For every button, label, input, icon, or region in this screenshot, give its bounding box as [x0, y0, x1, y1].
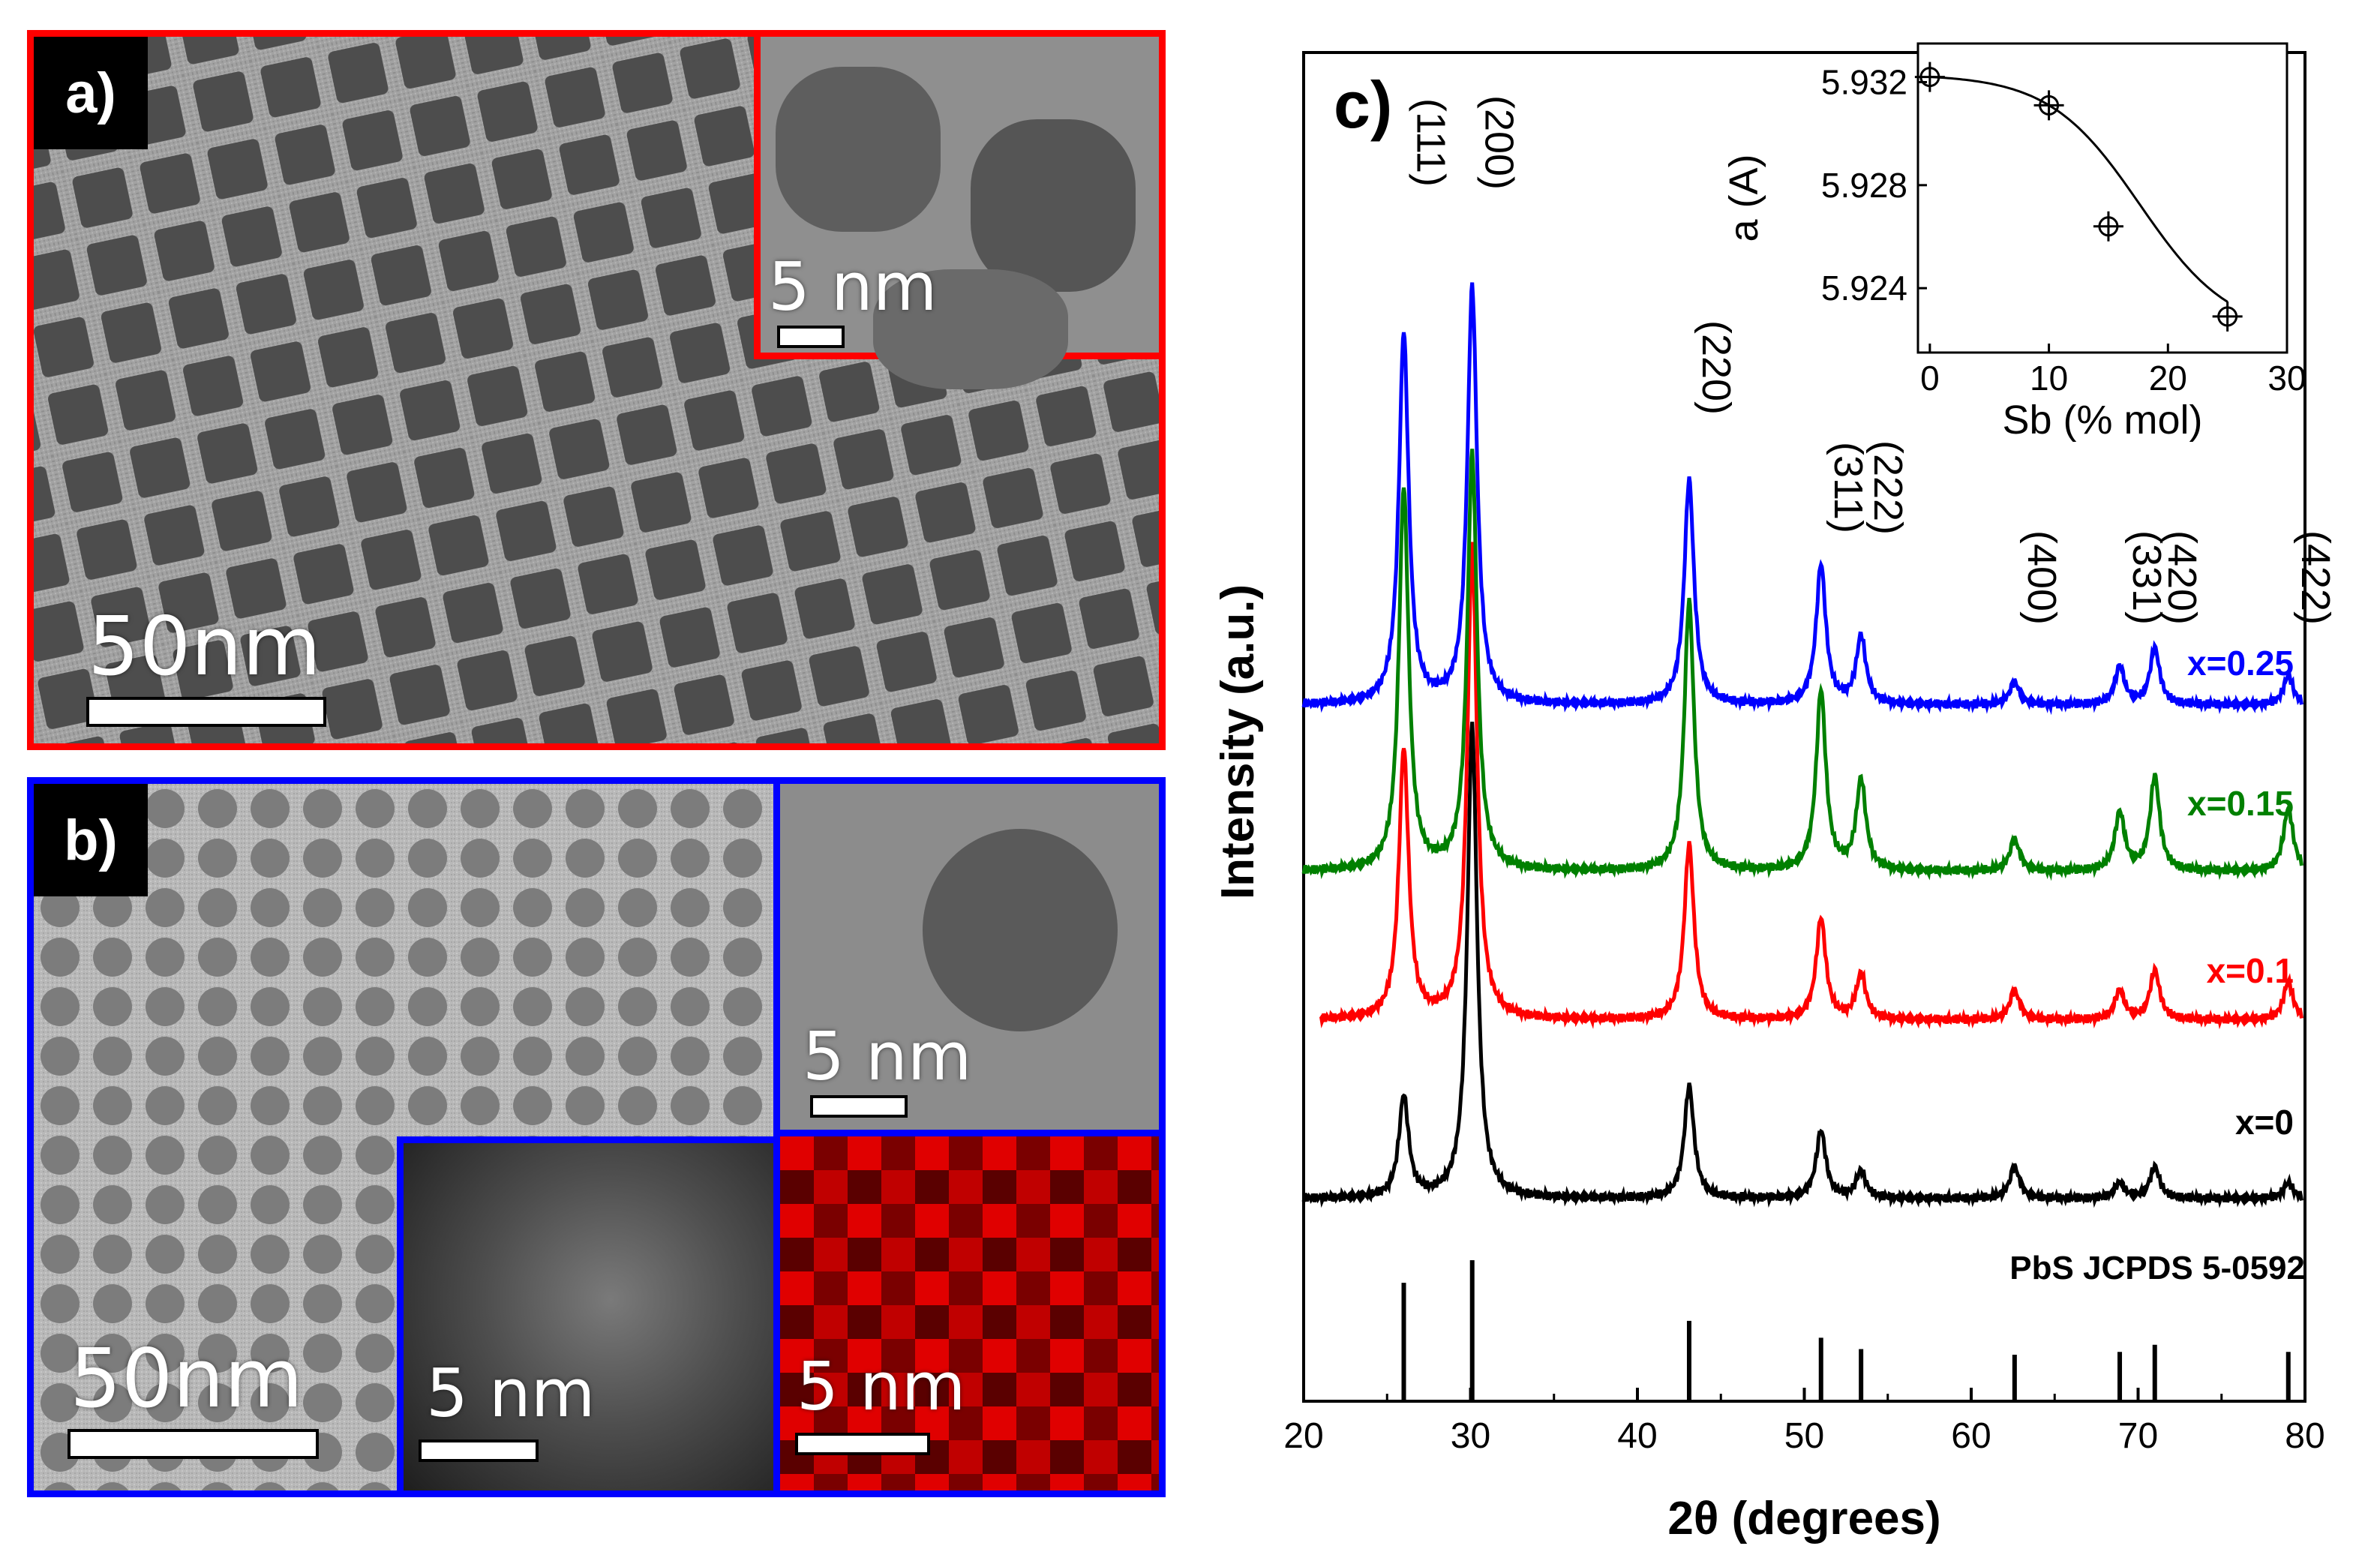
hkl-label: (311) — [1826, 442, 1871, 533]
inset-y-tick-label: 5.924 — [1821, 269, 1907, 308]
x-tick-label: 20 — [1283, 1416, 1323, 1456]
hrtem-scale-label: 5 nm — [803, 1018, 972, 1095]
hkl-label: (400) — [2019, 530, 2064, 625]
panel-c-xrd-chart: 20 30 40 50 60 70 80 2θ (degrees) Intensity (a.u… — [1212, 42, 2338, 1544]
xrd-series: x=0 x=0.1 x=0.15 x=0.25 — [1301, 282, 2303, 1208]
hkl-label: (331) — [2124, 530, 2169, 625]
hkl-label: (220) — [1694, 320, 1739, 415]
xrd-series-x-0-25 — [1301, 282, 2303, 716]
inset-scale-bar — [777, 326, 845, 348]
panel-a-scale-label: 50nm — [88, 600, 322, 694]
xrd-series-x-0-15 — [1301, 449, 2303, 881]
inset-y-tick-label: 5.932 — [1821, 63, 1907, 102]
xrd-axes: 20 30 40 50 60 70 80 2θ (degrees) Intensity (a.u… — [1212, 51, 2325, 1544]
haadf-scale-label: 5 nm — [426, 1355, 596, 1432]
panel-b-map-inset: 5 nm — [773, 1136, 1159, 1490]
inset-particle — [873, 269, 1068, 389]
inset-y-axis-label: a (A) — [1721, 154, 1766, 242]
reference-label: PbS JCPDS 5-0592 — [2009, 1250, 2305, 1286]
panel-c-label: c) — [1334, 68, 1392, 142]
inset-y-tick-label: 5.928 — [1821, 166, 1907, 205]
inset-frame — [1916, 42, 2288, 354]
inset-x-tick-label: 30 — [2267, 359, 2306, 398]
map-scale-bar — [795, 1433, 930, 1455]
x-tick-label: 50 — [1784, 1416, 1824, 1456]
hkl-label: (422) — [2293, 530, 2338, 625]
panel-a-scale-bar — [86, 697, 326, 727]
hkl-label: (200) — [1477, 95, 1522, 190]
panel-a: 5 nm a) 50nm — [27, 30, 1166, 750]
inset-x-tick-label: 10 — [2030, 359, 2068, 398]
inset-x-tick-label: 0 — [1920, 359, 1940, 398]
series-label: x=0 — [2235, 1103, 2294, 1142]
series-label: x=0.1 — [2207, 951, 2294, 990]
haadf-scale-bar — [419, 1439, 539, 1462]
x-axis-label: 2θ (degrees) — [1667, 1493, 1940, 1544]
panel-b-hrtem-inset: 5 nm — [773, 784, 1159, 1136]
series-label: x=0.15 — [2187, 784, 2294, 823]
inset-fit-curve — [1929, 76, 2228, 303]
panel-b-haadf-inset: 5 nm — [397, 1136, 780, 1490]
xrd-labels: (111) (200) (220) (311)(222) (400) (331)(420)… — [1409, 95, 2338, 625]
hkl-label: (111) — [1409, 98, 1454, 187]
series-label: x=0.25 — [2187, 644, 2294, 683]
xrd-series-x-0 — [1301, 722, 2303, 1208]
panel-b-label: b) — [34, 784, 148, 896]
panel-a-inset: 5 nm — [754, 37, 1159, 389]
elemental-map — [780, 1136, 1159, 1490]
x-tick-label: 70 — [2118, 1416, 2158, 1456]
panel-b: 5 nm 5 nm 5 nm b) 50nm — [27, 777, 1166, 1497]
lattice-inset-chart: 0 10 20 30 5.924 5.928 5.932 Sb (% mol) a (A) — [1721, 42, 2306, 443]
inset-scale-label: 5 nm — [768, 248, 938, 326]
hrtem-particle — [923, 829, 1118, 1031]
xrd-reference-lines: PbS JCPDS 5-0592 — [1401, 1250, 2305, 1401]
xrd-series-x-0-1 — [1319, 542, 2303, 1030]
inset-x-axis-label: Sb (% mol) — [2002, 398, 2202, 443]
hkl-label: (222) — [1865, 440, 1910, 535]
x-tick-label: 80 — [2285, 1416, 2324, 1456]
panel-b-scale-label: 50nm — [70, 1332, 304, 1426]
y-axis-label: Intensity (a.u.) — [1212, 584, 1264, 899]
hrtem-scale-bar — [810, 1095, 908, 1118]
x-tick-label: 30 — [1451, 1416, 1490, 1456]
panel-a-label: a) — [34, 37, 148, 149]
panel-b-scale-bar — [68, 1429, 319, 1459]
map-scale-label: 5 nm — [797, 1348, 966, 1425]
inset-x-tick-label: 20 — [2149, 359, 2187, 398]
x-tick-label: 60 — [1951, 1416, 1991, 1456]
hkl-label: (420) — [2159, 530, 2204, 625]
inset-particle — [776, 67, 941, 232]
x-tick-label: 40 — [1617, 1416, 1657, 1456]
inset-particle — [971, 119, 1136, 292]
